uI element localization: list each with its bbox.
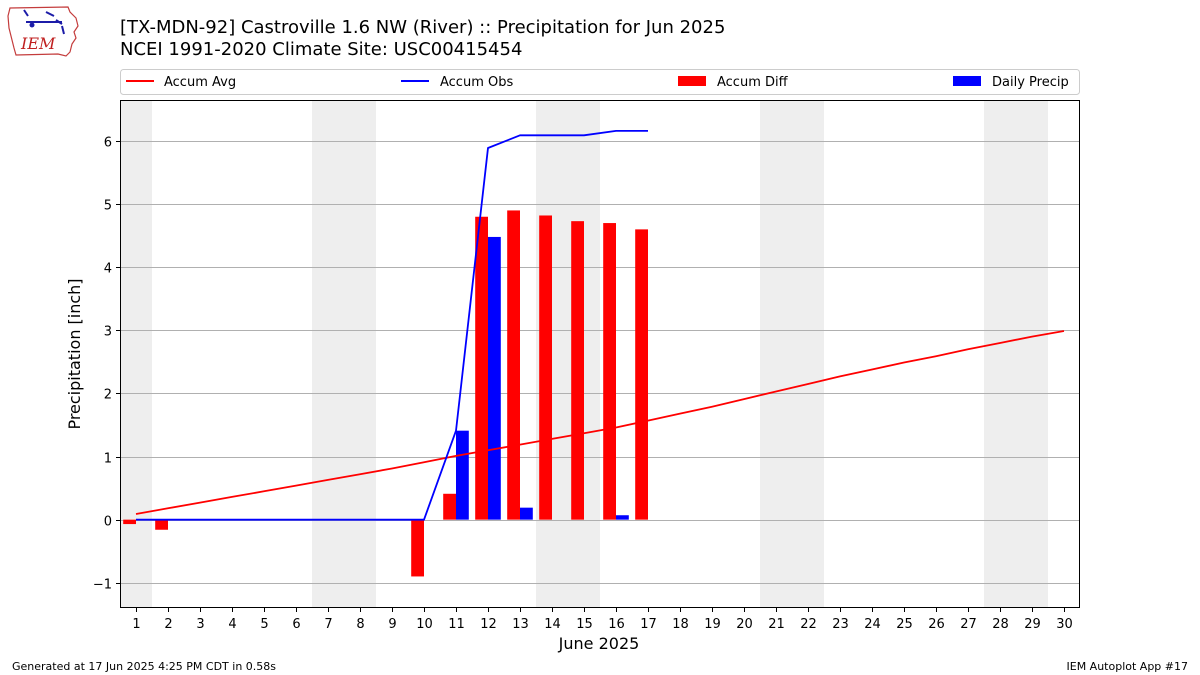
y-tick-label-5: 4 [104,262,112,277]
y-gridlines [120,141,1080,584]
x-tick-label-3: 3 [196,617,204,632]
station-dot-icon [29,22,35,28]
x-tick-label-13: 13 [512,617,529,632]
x-tick-label-19: 19 [704,617,721,632]
x-tick-label-8: 8 [356,617,364,632]
accum-diff-bar-1 [123,519,136,525]
x-tick-label-16: 16 [608,617,625,632]
x-tick-label-27: 27 [960,617,977,632]
weekend-band-7 [312,100,376,608]
accum-avg-line [135,330,1065,515]
y-tick-label-6: 5 [104,199,112,214]
legend: Accum Avg Accum Obs Accum Diff Daily Pre… [120,69,1080,95]
daily-precip-bar-11 [456,430,469,520]
legend-label-accum-diff: Accum Diff [717,75,789,90]
x-tick-label-6: 6 [292,617,300,632]
y-tick-label-2: 1 [104,452,112,467]
x-tick-label-22: 22 [800,617,817,632]
x-tick-label-21: 21 [768,617,785,632]
y-tick-label-4: 3 [104,325,112,340]
legend-swatch-accum-diff [678,76,706,86]
x-axis: 1 2 3 4 5 6 7 8 9 10 11 12 13 14 15 16 17 18 19 20 21 22 23 24 2… [132,608,1073,632]
chart-title: [TX-MDN-92] Castroville 1.6 NW (River) :… [120,17,726,38]
daily-precip-bar-13 [520,507,533,520]
accum-diff-bar-10 [411,519,424,577]
line-marks [135,129,1065,521]
x-tick-label-7: 7 [324,617,332,632]
accum-diff-bar-12 [475,216,488,520]
iem-logo: IEM [7,6,79,57]
x-tick-label-24: 24 [864,617,881,632]
x-tick-label-10: 10 [416,617,433,632]
accum-diff-bar-17 [635,229,648,520]
legend-label-accum-obs: Accum Obs [440,75,513,90]
x-tick-label-11: 11 [448,617,465,632]
daily-precip-bar-12 [488,236,501,520]
accum-diff-bar-16 [603,223,616,520]
accum-diff-bar-13 [507,210,520,520]
x-tick-label-12: 12 [480,617,497,632]
accum-diff-bar-11 [443,493,456,520]
x-axis-label: June 2025 [558,634,640,653]
x-tick-label-9: 9 [388,617,396,632]
generated-timestamp: Generated at 17 Jun 2025 4:25 PM CDT in … [12,660,277,673]
x-tick-label-25: 25 [896,617,913,632]
weekend-bands [120,100,1048,608]
x-tick-label-20: 20 [736,617,753,632]
accum-diff-bar-14 [539,215,552,520]
accum-diff-bar-15 [571,221,584,520]
plot-frame [120,100,1080,608]
x-tick-label-2: 2 [164,617,172,632]
x-tick-label-30: 30 [1056,617,1073,632]
y-tick-label-7: 6 [104,136,112,151]
weekend-band-1 [120,100,152,608]
legend-swatch-daily-precip [953,76,981,86]
chart-subtitle: NCEI 1991-2020 Climate Site: USC00415454 [120,39,523,60]
accum-diff-bar-2 [155,519,168,530]
x-tick-label-28: 28 [992,617,1009,632]
x-tick-label-14: 14 [544,617,561,632]
y-tick-label-1: 0 [104,515,112,530]
y-axis: −1 0 1 2 3 4 5 6 [93,136,120,593]
y-axis-label: Precipitation [inch] [65,278,84,429]
x-tick-label-4: 4 [228,617,236,632]
legend-label-daily-precip: Daily Precip [992,75,1069,90]
x-tick-label-17: 17 [640,617,657,632]
y-tick-label-3: 2 [104,388,112,403]
legend-label-accum-avg: Accum Avg [164,75,236,90]
x-tick-label-18: 18 [672,617,689,632]
x-tick-label-23: 23 [832,617,849,632]
daily-precip-bar-16 [616,515,629,520]
legend-frame [120,69,1080,95]
x-tick-label-15: 15 [576,617,593,632]
y-tick-label-0: −1 [93,578,112,593]
weekend-band-28 [984,100,1048,608]
x-tick-label-29: 29 [1024,617,1041,632]
x-tick-label-5: 5 [260,617,268,632]
x-tick-label-26: 26 [928,617,945,632]
iowa-outline-icon [7,6,79,57]
bar-marks [123,210,648,577]
logo-text: IEM [20,34,56,53]
accum-obs-line [136,129,648,521]
app-credit: IEM Autoplot App #17 [1066,660,1189,673]
x-tick-label-1: 1 [132,617,140,632]
weekend-band-21 [760,100,824,608]
